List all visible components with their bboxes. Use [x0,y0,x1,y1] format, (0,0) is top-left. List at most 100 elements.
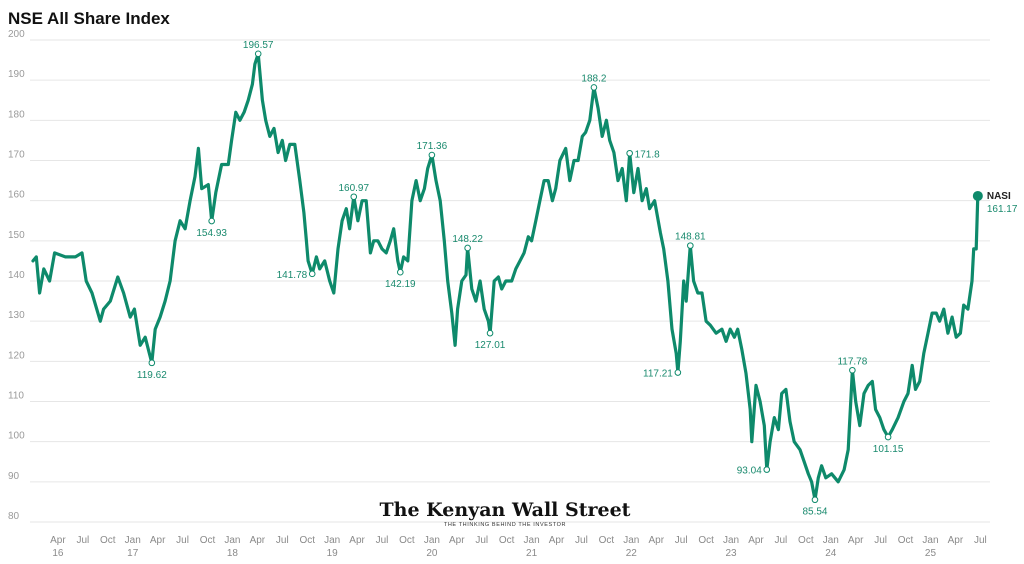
gridlines [30,39,990,523]
logo-tagline: THE THINKING BEHIND THE INVESTOR [444,522,566,528]
chart-title: NSE All Share Index [8,9,170,28]
annotation-marker [148,359,156,367]
annotation-label: 117.78 [837,356,867,367]
x-tick-month: Jul [874,535,887,546]
y-tick-label: 170 [8,150,25,161]
x-tick-month: Oct [798,535,814,546]
x-tick-month: Jul [475,535,488,546]
annotation-marker [687,242,694,249]
annotation-marker [626,149,633,157]
annotation-marker [849,366,856,374]
x-tick-year: 18 [227,548,239,559]
x-tick-month: Oct [200,535,216,546]
annotation-label: 148.22 [452,234,483,245]
annotation-marker [674,369,682,376]
annotation-marker [763,466,771,473]
x-tick-month: Apr [848,535,864,546]
x-tick-month: Oct [299,535,315,546]
x-tick-month: Jan [424,535,440,546]
x-tick-year: 16 [52,548,64,559]
x-tick-year: 23 [725,548,737,559]
series-end-value: 161.17 [987,204,1018,215]
x-tick-month: Jan [623,535,639,546]
x-tick-year: 24 [825,548,837,559]
y-axis-ticks: 80 90 100 110 120 130 140 150 160 170 180 190 200 [8,29,25,522]
annotation-label: 171.36 [417,141,448,152]
x-tick-year: 17 [127,548,139,559]
annotation-label: 85.54 [802,507,827,518]
x-tick-month: Apr [948,535,964,546]
x-tick-month: Jul [276,535,289,546]
y-tick-label: 100 [8,431,25,442]
x-tick-month: Apr [449,535,465,546]
annotation-label: 127.01 [475,340,506,351]
y-tick-label: 80 [8,511,20,522]
annotation-marker [208,217,215,225]
x-tick-month: Jul [376,535,389,546]
x-tick-month: Oct [599,535,615,546]
series-line-nasi [31,52,980,502]
x-tick-month: Apr [748,535,764,546]
x-tick-month: Jan [823,535,839,546]
annotation-label: 160.97 [338,183,369,194]
x-tick-month: Jul [974,535,987,546]
annotation-label: 101.15 [873,444,904,455]
annotations: 119.62 154.93 196.57 141.78 160.97 142.19 171.… [137,40,904,518]
x-tick-month: Apr [349,535,365,546]
x-tick-month: Oct [898,535,914,546]
x-tick-month: Jan [125,535,141,546]
x-tick-month: Apr [50,535,66,546]
x-tick-month: Apr [648,535,664,546]
x-tick-year: 25 [925,548,937,559]
x-axis-ticks: Apr 16 Jul Oct Jan 17 Apr Jul Oct Jan 18 Apr Jul Oct J… [50,535,987,559]
annotation-label: 148.81 [675,232,706,243]
y-tick-label: 140 [8,270,25,281]
annotation-marker [254,50,262,58]
x-tick-month: Jul [76,535,89,546]
x-tick-month: Oct [698,535,714,546]
x-tick-month: Jan [324,535,340,546]
x-tick-month: Jan [922,535,938,546]
x-tick-month: Jan [723,535,739,546]
annotation-label: 188.2 [581,73,606,84]
annotation-marker [397,268,404,276]
x-tick-month: Jul [176,535,189,546]
annotation-label: 154.93 [196,228,227,239]
x-tick-month: Oct [499,535,515,546]
series-name-label: NASI [987,191,1011,202]
annotation-marker [428,151,436,159]
series-end-marker [972,190,983,201]
x-tick-month: Apr [150,535,166,546]
annotation-marker [308,270,316,278]
x-tick-month: Apr [250,535,266,546]
x-tick-month: Jul [575,535,588,546]
annotation-label: 196.57 [243,40,274,51]
annotation-label: 141.78 [277,270,308,281]
y-tick-label: 200 [8,29,25,40]
x-tick-month: Jul [675,535,688,546]
annotation-marker [486,329,494,337]
y-tick-label: 120 [8,350,25,361]
logo-text: The Kenyan Wall Street [380,499,631,521]
x-tick-month: Oct [100,535,116,546]
y-tick-label: 160 [8,190,25,201]
annotation-label: 171.8 [635,149,660,160]
annotation-label: 119.62 [137,370,167,381]
annotation-marker [811,496,819,504]
x-tick-month: Jan [524,535,540,546]
x-tick-year: 20 [426,548,438,559]
y-tick-label: 90 [8,471,20,482]
annotation-marker [590,84,598,91]
annotation-marker [464,244,471,252]
y-tick-label: 180 [8,109,25,120]
series-nasi: NASI 161.17 [31,52,1018,502]
x-tick-year: 19 [327,548,339,559]
watermark-logo: The Kenyan Wall Street THE THINKING BEHI… [380,499,631,528]
y-tick-label: 190 [8,69,25,80]
y-tick-label: 130 [8,310,25,321]
x-tick-month: Apr [549,535,565,546]
x-tick-month: Jul [775,535,788,546]
x-tick-year: 21 [526,548,538,559]
x-tick-month: Oct [399,535,415,546]
